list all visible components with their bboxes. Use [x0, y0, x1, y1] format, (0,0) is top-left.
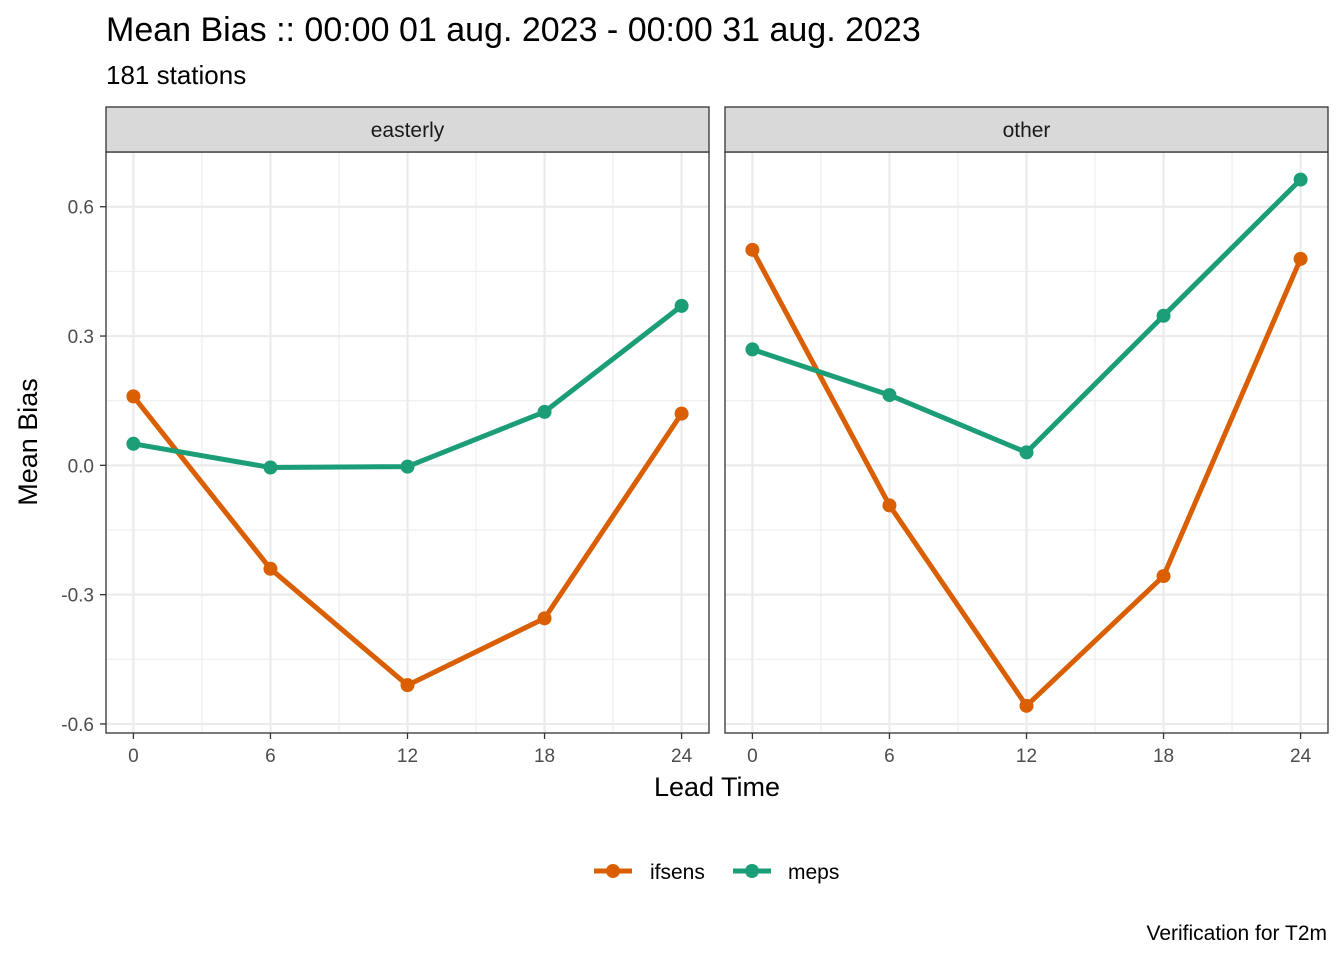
data-point-meps [400, 459, 415, 474]
y-tick-label: 0.6 [68, 198, 94, 219]
data-point-ifsens [1293, 251, 1308, 266]
x-tick-label: 12 [1016, 746, 1037, 767]
legend-label: meps [788, 861, 839, 884]
legend: ifsens meps [594, 861, 839, 884]
data-point-ifsens [263, 561, 278, 576]
data-point-meps [537, 404, 552, 419]
y-axis-title: Mean Bias [13, 378, 43, 506]
x-tick-label: 24 [671, 746, 693, 767]
facet-strip-label: other [1003, 119, 1051, 142]
y-tick-label: -0.3 [61, 586, 94, 607]
x-tick-label: 24 [1290, 746, 1312, 767]
x-axis-title: Lead Time [654, 772, 780, 802]
legend-key-point [606, 864, 620, 878]
x-tick-label: 0 [128, 746, 139, 767]
data-point-meps [1293, 172, 1308, 187]
data-point-meps [882, 388, 897, 403]
x-tick-label: 18 [1153, 746, 1174, 767]
facet-strip-label: easterly [371, 119, 445, 142]
facet-strip [105, 106, 710, 153]
legend-key-point [745, 864, 759, 878]
chart-subtitle: 181 stations [106, 60, 246, 90]
x-tick-label: 0 [747, 746, 758, 767]
facet-panels: easterly 0 6 12 18 24 other 0 6 12 18 24 [105, 106, 1329, 767]
y-tick-label: -0.6 [61, 715, 94, 736]
data-point-ifsens [126, 389, 141, 404]
legend-label: ifsens [650, 861, 705, 884]
data-point-ifsens [882, 498, 897, 513]
facet-strip [724, 106, 1329, 153]
data-point-meps [1019, 445, 1034, 460]
y-tick-label: 0.3 [68, 327, 94, 348]
data-point-ifsens [1156, 569, 1171, 584]
legend-item-ifsens: ifsens [594, 861, 705, 884]
data-point-ifsens [1019, 698, 1034, 713]
x-tick-label: 6 [265, 746, 276, 767]
facet-panel-other: other 0 6 12 18 24 [724, 106, 1329, 767]
x-tick-label: 18 [534, 746, 555, 767]
data-point-ifsens [674, 406, 689, 421]
facet-panel-easterly: easterly 0 6 12 18 24 [105, 106, 710, 767]
data-point-ifsens [537, 611, 552, 626]
data-point-meps [674, 298, 689, 313]
data-point-ifsens [400, 678, 415, 693]
data-point-meps [1156, 308, 1171, 323]
y-axis: 0.6 0.3 0.0 -0.3 -0.6 [61, 198, 106, 736]
data-point-meps [745, 342, 760, 357]
legend-item-meps: meps [733, 861, 839, 884]
x-tick-label: 12 [397, 746, 418, 767]
x-tick-label: 6 [884, 746, 895, 767]
y-tick-label: 0.0 [68, 456, 94, 477]
chart-title: Mean Bias :: 00:00 01 aug. 2023 - 00:00 … [106, 11, 921, 49]
data-point-meps [126, 436, 141, 451]
data-point-meps [263, 460, 278, 475]
data-point-ifsens [745, 242, 760, 257]
chart-caption: Verification for T2m [1146, 922, 1327, 945]
